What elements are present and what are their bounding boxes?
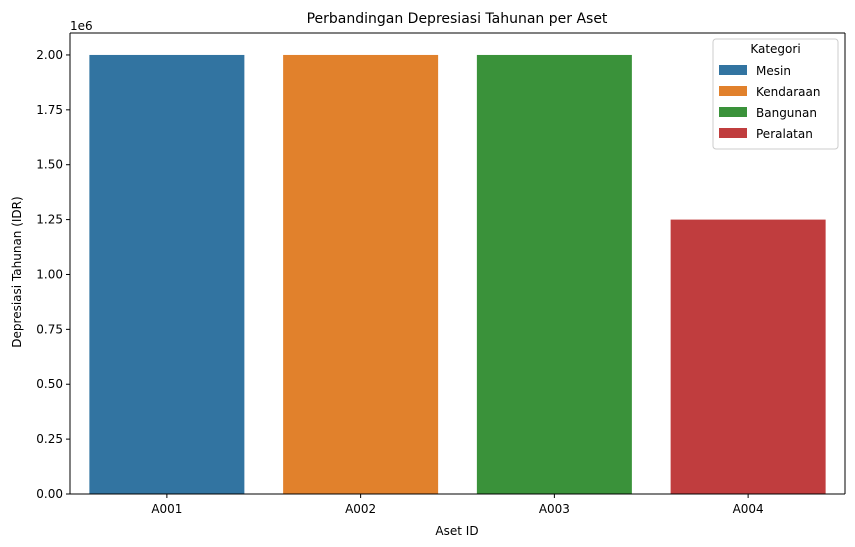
y-tick-label: 1.50 xyxy=(36,158,63,172)
legend-swatch xyxy=(719,86,747,96)
y-tick-label: 0.50 xyxy=(36,377,63,391)
legend-title: Kategori xyxy=(750,42,800,56)
bars-group xyxy=(69,32,846,495)
y-tick-label: 1.25 xyxy=(36,213,63,227)
y-axis-label: Depresiasi Tahunan (IDR) xyxy=(10,196,24,347)
legend: Kategori Mesin Kendaraan Bangunan Peralatan xyxy=(712,38,839,150)
legend-entry-label: Mesin xyxy=(756,64,791,78)
y-tick-label: 1.75 xyxy=(36,103,63,117)
x-tick-label: A004 xyxy=(733,502,764,516)
x-tick-label: A003 xyxy=(539,502,570,516)
y-axis: 0.00 0.25 0.50 0.75 1.00 1.25 1.50 1.75 2.00 xyxy=(36,48,70,501)
legend-entry-label: Kendaraan xyxy=(756,85,820,99)
y-tick-label: 1.00 xyxy=(36,267,63,281)
legend-swatch xyxy=(719,107,747,117)
y-tick-label: 0.00 xyxy=(36,487,63,501)
bar-a003 xyxy=(476,54,632,494)
x-tick-label: A002 xyxy=(345,502,376,516)
legend-swatch xyxy=(719,65,747,75)
y-tick-label: 2.00 xyxy=(36,48,63,62)
y-axis-offset-label: 1e6 xyxy=(70,19,93,33)
x-tick-label: A001 xyxy=(151,502,182,516)
x-axis-label: Aset ID xyxy=(435,524,478,538)
y-tick-label: 0.25 xyxy=(36,432,63,446)
y-tick-label: 0.75 xyxy=(36,322,63,336)
x-axis: A001 A002 A003 A004 xyxy=(151,494,764,516)
legend-entry-label: Peralatan xyxy=(756,127,813,141)
legend-swatch xyxy=(719,128,747,138)
chart-title: Perbandingan Depresiasi Tahunan per Aset xyxy=(307,11,608,27)
bar-a002 xyxy=(283,54,439,494)
bar-a001 xyxy=(89,54,245,494)
legend-entry-label: Bangunan xyxy=(756,106,817,120)
bar-a004 xyxy=(670,219,826,494)
